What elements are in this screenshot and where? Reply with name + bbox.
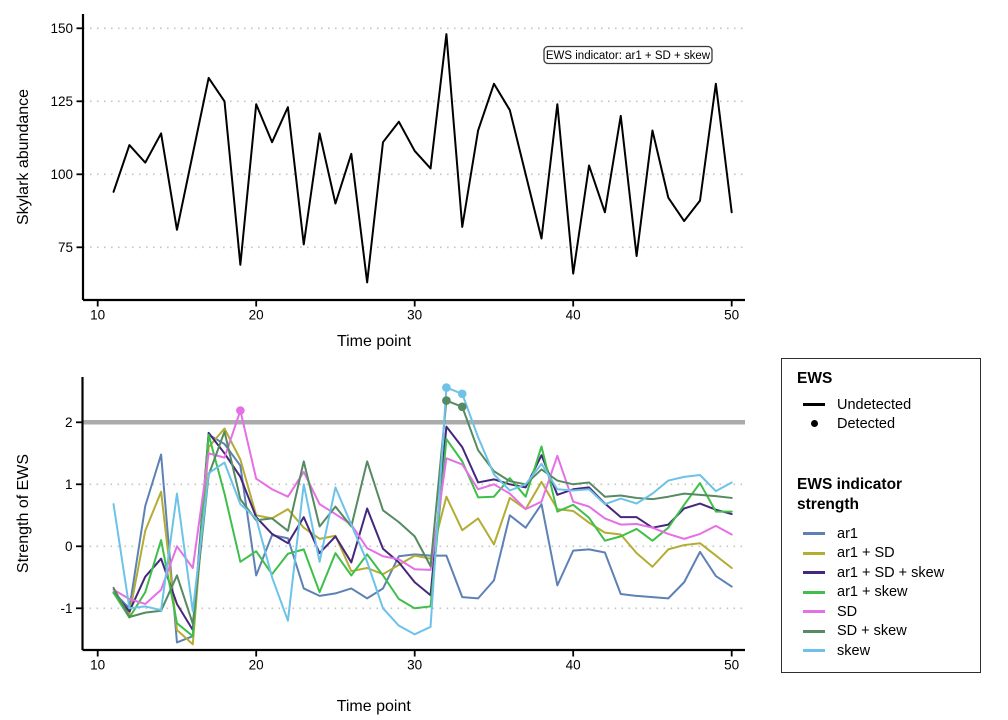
y-tick-label: 75 bbox=[58, 240, 73, 255]
series-line-skew bbox=[112, 386, 733, 636]
legend-title-ews: EWS bbox=[797, 370, 833, 387]
x-tick-label: 20 bbox=[249, 308, 264, 323]
x-tick-label: 10 bbox=[90, 658, 105, 673]
ar1-swatch-icon bbox=[797, 532, 831, 536]
legend-item-ar1-skew: ar1 + skew bbox=[797, 583, 980, 603]
legend-panel: EWS Undetected Detected EWS indicator st… bbox=[781, 358, 981, 673]
x-tick-label: 20 bbox=[249, 658, 264, 673]
y-axis-title: Strength of EWS bbox=[15, 454, 32, 573]
legend-item-label: SD + skew bbox=[837, 623, 907, 640]
series-line-sd-skew bbox=[112, 399, 733, 625]
ews-strength-chart: 10 20 30 40 50 -1 0 1 2 Time point Strength of EWS bbox=[15, 377, 745, 715]
y-tick-label: 2 bbox=[65, 415, 73, 430]
annotation-box bbox=[543, 45, 713, 65]
x-tick-label: 50 bbox=[724, 658, 739, 673]
detected-point-sd-skew bbox=[442, 396, 451, 405]
legend-item-label: ar1 + SD + skew bbox=[837, 564, 945, 581]
skew-swatch-icon bbox=[797, 649, 831, 653]
legend-item-label: ar1 bbox=[837, 525, 858, 542]
y-tick-label: 125 bbox=[50, 94, 73, 109]
legend-item-undetected: Undetected bbox=[797, 395, 980, 414]
y-tick-label: 100 bbox=[50, 167, 73, 182]
abundance-chart: 10 20 30 40 50 75 100 125 150 Time point Skylark a… bbox=[15, 14, 745, 350]
legend-item-label: Undetected bbox=[837, 396, 912, 413]
x-axis-title: Time point bbox=[337, 333, 412, 350]
legend-item-label: ar1 + skew bbox=[837, 584, 908, 601]
ar1-skew-swatch-icon bbox=[797, 590, 831, 594]
y-tick-label: 150 bbox=[50, 21, 73, 36]
detected-point-skew bbox=[442, 383, 451, 392]
detected-point-skew bbox=[457, 389, 467, 399]
annotation-text: EWS indicator: ar1 + SD + skew bbox=[546, 50, 711, 62]
abundance-line bbox=[112, 33, 733, 284]
x-tick-label: 30 bbox=[407, 308, 422, 323]
legend-item-ar1-sd: ar1 + SD bbox=[797, 544, 980, 564]
series-line-ar1-sd-skew bbox=[112, 425, 733, 631]
x-tick-label: 30 bbox=[407, 658, 422, 673]
legend-item-sd: SD bbox=[797, 602, 980, 622]
ar1-sd-swatch-icon bbox=[797, 551, 831, 555]
x-tick-label: 50 bbox=[724, 308, 739, 323]
legend-item-detected: Detected bbox=[797, 414, 980, 433]
legend-item-ar1: ar1 bbox=[797, 524, 980, 544]
legend-item-label: skew bbox=[837, 642, 871, 659]
x-axis-title: Time point bbox=[337, 698, 412, 715]
series-line-ar1 bbox=[112, 433, 733, 644]
legend-item-label: ar1 + SD bbox=[837, 545, 895, 562]
detected-point-sd-skew bbox=[457, 402, 467, 412]
legend-item-label: SD bbox=[837, 603, 858, 620]
sd-skew-swatch-icon bbox=[797, 629, 831, 633]
x-tick-label: 10 bbox=[90, 308, 105, 323]
legend-item-sd-skew: SD + skew bbox=[797, 622, 980, 642]
series-line-sd bbox=[112, 409, 733, 605]
detected-point-icon bbox=[797, 420, 831, 427]
series-line-ar1-sd bbox=[112, 427, 733, 646]
x-tick-label: 40 bbox=[566, 308, 581, 323]
ar1-sd-skew-swatch-icon bbox=[797, 571, 831, 575]
legend-item-skew: skew bbox=[797, 641, 980, 661]
legend-spacer bbox=[797, 433, 980, 475]
sd-swatch-icon bbox=[797, 610, 831, 614]
legend-title-indicator: EWS indicator strength bbox=[797, 476, 903, 513]
y-tick-label: 0 bbox=[65, 539, 73, 554]
y-axis-title: Skylark abundance bbox=[15, 89, 32, 225]
legend-item-label: Detected bbox=[837, 415, 896, 432]
x-tick-label: 40 bbox=[566, 658, 581, 673]
legend-item-ar1-sd-skew: ar1 + SD + skew bbox=[797, 563, 980, 583]
undetected-line-icon bbox=[797, 403, 831, 406]
y-tick-label: -1 bbox=[60, 601, 72, 616]
detected-point-sd bbox=[236, 406, 245, 415]
series-line-ar1-skew bbox=[112, 433, 733, 638]
y-tick-label: 1 bbox=[65, 477, 73, 492]
